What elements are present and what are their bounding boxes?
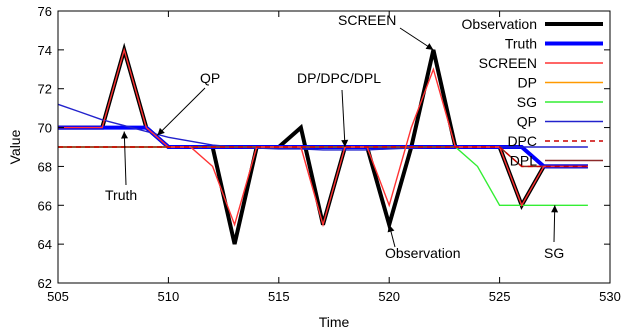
- y-tick-label: 76: [38, 4, 52, 19]
- tick-layer: 505 510 515 520 525 530 62 64 66 68 70 72 74 76: [38, 4, 621, 304]
- y-tick-label: 72: [38, 82, 52, 97]
- plot-frame: [57, 10, 611, 284]
- x-tick-label: 510: [158, 289, 180, 304]
- series-line-dpc: [58, 146, 588, 168]
- annotation-layer: SCREEN QP DP/DPC/DPL Truth Observation SG: [105, 12, 564, 261]
- annotation-sg: SG: [544, 245, 564, 261]
- annotation-arrowhead-observation: [387, 224, 395, 233]
- legend-label-truth: Truth: [505, 36, 537, 52]
- annotation-arrow-dp-dpc-dpl: [341, 89, 346, 148]
- x-tick-label: 530: [599, 289, 621, 304]
- x-tick-label: 520: [378, 289, 400, 304]
- legend-label-dpc: DPC: [507, 133, 537, 149]
- legend: Observation Truth SCREEN DP SG QP DPC DPL: [462, 16, 603, 169]
- x-tick-label: 525: [489, 289, 511, 304]
- y-tick-label: 74: [38, 43, 52, 58]
- legend-label-sg: SG: [517, 94, 537, 110]
- annotation-arrow-truth: [123, 131, 127, 186]
- legend-label-qp: QP: [517, 114, 537, 130]
- y-tick-label: 66: [38, 198, 52, 213]
- annotation-arrowhead-dp-dpc-dpl: [341, 139, 349, 147]
- annotation-qp: QP: [200, 70, 220, 86]
- legend-label-observation: Observation: [462, 16, 537, 32]
- x-tick-label: 505: [47, 289, 69, 304]
- annotation-truth: Truth: [105, 187, 137, 203]
- x-axis-label: Time: [319, 314, 350, 330]
- y-axis-label: Value: [7, 129, 23, 164]
- annotation-screen: SCREEN: [338, 12, 396, 28]
- y-tick-label: 62: [38, 276, 52, 291]
- annotation-arrowhead-screen: [425, 43, 434, 50]
- y-tick-label: 68: [38, 159, 52, 174]
- y-tick-label: 64: [38, 237, 52, 252]
- annotation-arrowhead-sg: [551, 205, 559, 213]
- legend-label-dpl: DPL: [510, 153, 537, 169]
- series-line-sg: [58, 146, 588, 207]
- annotation-observation: Observation: [385, 245, 460, 261]
- annotation-arrow-qp: [157, 87, 206, 136]
- legend-label-dp: DP: [518, 75, 537, 91]
- annotation-arrowhead-qp: [157, 127, 165, 136]
- y-tick-label: 70: [38, 121, 52, 136]
- annotation-dp-dpc-dpl: DP/DPC/DPL: [297, 70, 381, 86]
- x-tick-label: 515: [268, 289, 290, 304]
- legend-label-screen: SCREEN: [479, 55, 537, 71]
- series-layer: [57, 42, 588, 245]
- annotation-arrowhead-truth: [121, 131, 128, 139]
